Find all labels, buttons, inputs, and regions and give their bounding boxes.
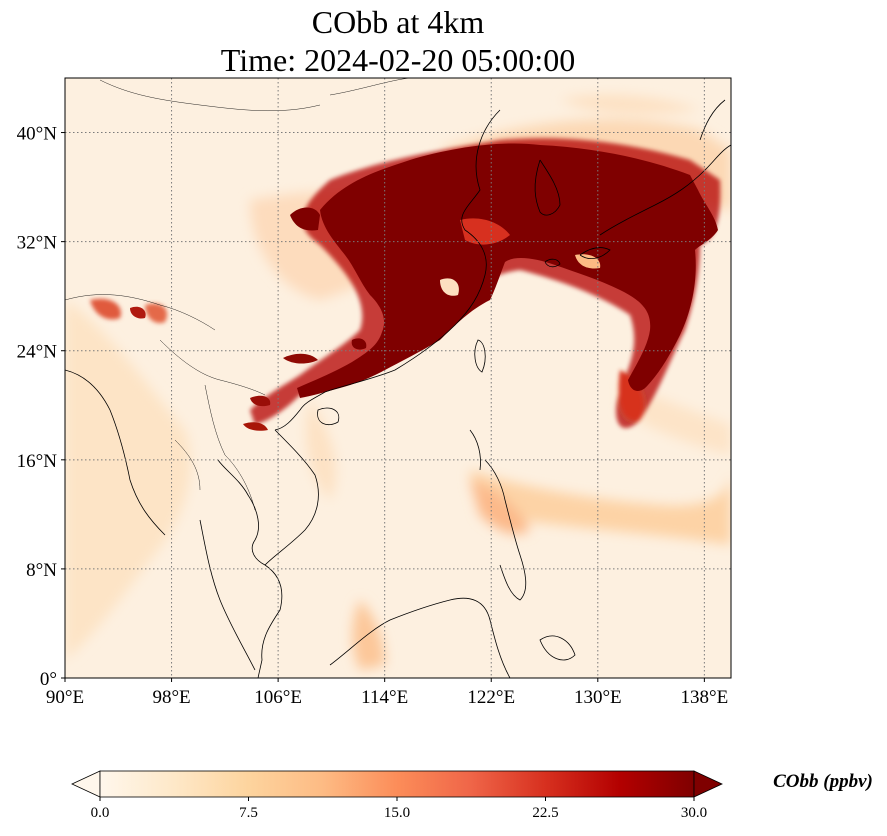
lon-tick-label: 90°E xyxy=(46,687,84,708)
colorbar-tick-label: 15.0 xyxy=(384,805,410,821)
map-frame xyxy=(64,77,732,679)
colorbar-label: CObb (ppbv) xyxy=(773,771,873,792)
latitude-tick-labels: 0° 8°N 16°N 24°N 32°N 40°N xyxy=(17,124,65,690)
title-line-2: Time: 2024-02-20 05:00:00 xyxy=(221,42,575,78)
lat-tick-label: 24°N xyxy=(17,342,58,363)
lat-tick-label: 0° xyxy=(40,669,57,690)
map-panel xyxy=(65,78,731,678)
colorbar-tick-label: 0.0 xyxy=(91,805,110,821)
colorbar-tick-label: 7.5 xyxy=(239,805,258,821)
title-line-1: CObb at 4km xyxy=(312,4,485,40)
coastlines xyxy=(65,99,731,678)
colorbar-extend-max xyxy=(693,770,723,798)
colorbar-ticks: 0.0 7.5 15.0 22.5 30.0 xyxy=(91,797,707,821)
smoke-plume-core xyxy=(130,143,718,431)
lon-tick-label: 130°E xyxy=(574,687,622,708)
lat-tick-label: 40°N xyxy=(17,124,58,145)
colorbar-bar xyxy=(99,770,695,798)
colorbar-tick-label: 22.5 xyxy=(532,805,558,821)
colorbar-extend-min xyxy=(71,770,101,798)
longitude-tick-labels: 90°E 98°E 106°E 114°E 122°E 130°E 138°E xyxy=(46,678,728,708)
lat-tick-label: 16°N xyxy=(17,451,58,472)
lat-tick-label: 8°N xyxy=(26,560,57,581)
lon-tick-label: 106°E xyxy=(254,687,302,708)
lon-tick-label: 98°E xyxy=(152,687,190,708)
gridlines xyxy=(65,78,731,678)
colorbar: 0.0 7.5 15.0 22.5 30.0 CObb (ppbv) xyxy=(71,770,873,821)
colorbar-tick-label: 30.0 xyxy=(681,805,707,821)
lat-tick-label: 32°N xyxy=(17,233,58,254)
lon-tick-label: 122°E xyxy=(467,687,515,708)
lon-tick-label: 114°E xyxy=(361,687,408,708)
lon-tick-label: 138°E xyxy=(681,687,729,708)
